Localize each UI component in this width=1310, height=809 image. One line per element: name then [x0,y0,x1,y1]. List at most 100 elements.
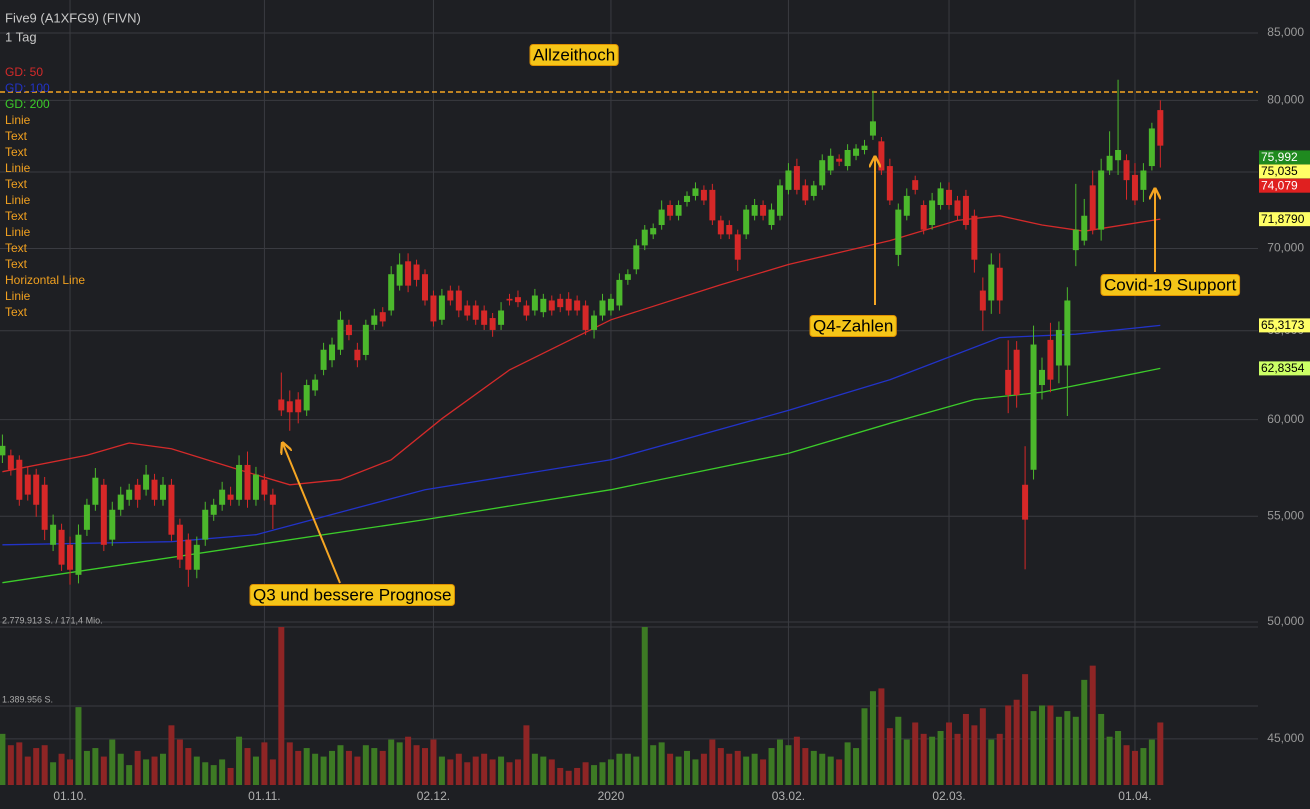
volume-bar [616,753,623,785]
volume-bar [675,756,682,785]
annotation-box [1100,273,1241,296]
candle-body [557,298,564,308]
volume-bar [1072,716,1079,785]
volume-bar [565,770,572,785]
legend-entry: GD: 200 [5,97,50,111]
candle-body [1157,110,1164,146]
drawing-entry: Linie [5,193,31,207]
candle-body [937,188,944,206]
candle-body [303,385,310,411]
volume-bar [734,750,741,785]
volume-panel [0,627,1164,785]
volume-bar [193,756,200,785]
candle-body [92,477,99,505]
annotation: Q4-Zahlen [813,316,893,335]
x-tick-label: 01.11. [248,789,280,803]
volume-bar [793,736,800,785]
candle-body [1115,149,1122,161]
candle-body [269,494,276,505]
volume-bar [303,748,310,785]
volume-bar [117,753,124,785]
volume-bar [650,745,657,785]
candle-body [371,315,378,325]
volume-bar [607,759,614,785]
candle-body [903,195,910,216]
volume-bar [430,739,437,785]
drawing-entry: Text [5,145,28,159]
y-tick-label: 85,000 [1267,25,1304,39]
candle-body [422,274,428,301]
candle-body [751,205,758,216]
candle-body [1064,300,1071,366]
candle-body [1030,344,1037,470]
candle-body [176,524,183,560]
candle-body [506,298,513,301]
volume-bar [954,733,961,785]
volume-bar [920,733,927,785]
drawing-entry: Text [5,209,28,223]
candle-body [1148,128,1155,167]
candle-body [1072,229,1079,251]
candle-body [869,121,876,136]
volume-bar [1005,705,1012,785]
volume-bar [413,745,420,785]
volume-bar [1131,750,1138,785]
candle-body [1022,484,1029,520]
volume-bar [760,759,767,785]
candle-body [83,504,90,530]
candle-body [464,305,471,316]
moving-average-line [2,324,1161,546]
volume-bar [33,748,40,785]
candle-body [1089,185,1096,230]
volume-bar [438,756,445,785]
volume-bar [329,750,336,785]
candle-body [802,185,809,201]
volume-bar [1013,699,1020,785]
candle-body [1131,174,1138,201]
candle-body [498,310,505,325]
volume-bar [396,742,403,785]
candle-body [337,319,344,350]
volume-bar [1030,711,1037,785]
candle-body [793,166,800,190]
volume-bar [202,762,209,785]
volume-bar [41,745,48,785]
legend-entry: GD: 50 [5,65,43,79]
candle-body [844,149,851,167]
volume-bar [354,756,361,785]
volume-bar [591,765,598,785]
candle-body [41,484,48,530]
volume-bar [557,767,564,785]
candle-body [810,185,817,196]
volume-bar [345,750,352,785]
candle-body [886,166,893,201]
price-box [1259,212,1310,227]
volume-bar [667,753,674,785]
volume-bar [168,725,175,785]
candle-body [667,205,674,216]
candle-body [523,305,530,316]
volume-bar [126,765,133,785]
volume-bar [379,750,386,785]
candle-body [1106,155,1113,171]
candle-body [717,220,724,235]
candle-body [354,349,361,361]
candle-body [548,300,555,311]
candle-body [743,209,750,235]
candle-body [565,298,572,311]
annotation-box [249,583,455,606]
candle-body [472,305,479,320]
x-tick-label: 01.04. [1118,789,1151,803]
candle-body [481,310,488,325]
drawing-entry: Text [5,177,28,191]
volume-bar [1081,679,1088,785]
volume-tick-label: 1.389.956 S. [2,694,53,704]
y-tick-label: 50,000 [1267,614,1304,628]
candle-body [650,228,657,235]
volume-bar [802,748,809,785]
volume-bar [185,748,192,785]
volume-bar [236,736,243,785]
candle-body [785,170,792,190]
volume-bar [286,742,293,785]
candle-body [24,474,31,495]
